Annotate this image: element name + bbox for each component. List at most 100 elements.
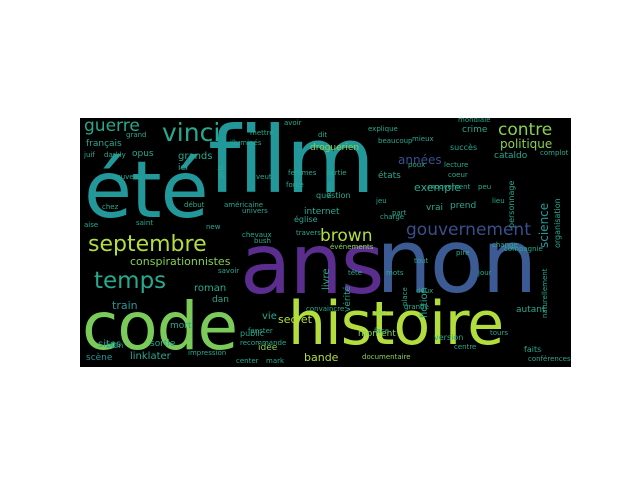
word-mouvement: mouvement: [428, 183, 471, 191]
word-naturellement: naturellement: [541, 268, 549, 318]
word-science: science: [537, 202, 551, 248]
word-force: force: [286, 181, 304, 189]
word-deux: deux: [416, 287, 434, 295]
word-dan: dan: [212, 295, 229, 305]
word-scene: scène: [86, 353, 113, 363]
word-peu: peu: [478, 183, 492, 191]
word-debut: début: [184, 201, 205, 209]
word-idee: idée: [258, 343, 278, 353]
word-tete: tête: [348, 269, 363, 277]
word-droguerien: droguerien: [310, 143, 360, 153]
word-coeur: coeur: [448, 171, 468, 179]
word-film: film: [208, 118, 375, 214]
word-eglise: église: [294, 215, 318, 224]
word-face: face: [374, 327, 389, 335]
word-aise: aise: [84, 221, 99, 229]
word-verite: vérité: [343, 285, 353, 312]
word-secret: secret: [278, 313, 312, 326]
word-non: non: [376, 210, 537, 313]
word-documentaire: documentaire: [362, 353, 411, 361]
word-question: question: [316, 191, 351, 200]
word-impression: impression: [188, 349, 227, 357]
word-ete: été: [84, 146, 209, 236]
word-jour: jour: [478, 269, 492, 277]
word-nouveau: nouveau: [112, 173, 143, 181]
word-centre: centre: [454, 343, 477, 351]
word-opus: opus: [132, 149, 154, 159]
word-annees: années: [398, 153, 442, 167]
word-change: change: [492, 241, 518, 249]
word-compagnie: compagnie: [504, 245, 543, 253]
word-prend: prend: [450, 201, 477, 211]
word-chevaux: chevaux: [242, 231, 272, 239]
word-vrai: vrai: [426, 203, 444, 213]
word-ici: ici: [178, 163, 188, 173]
word-lieu: lieu: [492, 197, 505, 205]
word-internet: internet: [304, 207, 340, 217]
word-pire: pire: [456, 249, 470, 257]
word-explique: explique: [368, 125, 398, 133]
word-poux: poux: [408, 161, 426, 169]
word-francais: français: [86, 139, 122, 149]
word-sites: sites: [98, 339, 122, 350]
word-septembre: septembre: [88, 232, 207, 257]
word-conferences: conférences: [528, 355, 571, 363]
word-train: train: [112, 299, 138, 312]
word-dit: dit: [318, 131, 328, 139]
word-mondiale: mondiale: [458, 118, 491, 124]
word-conspirationnistes: conspirationnistes: [130, 255, 231, 268]
word-part: part: [392, 209, 407, 217]
word-tout: tout: [414, 257, 429, 265]
word-new: new: [206, 223, 221, 231]
word-roman: roman: [194, 283, 227, 294]
word-exemple: exemple: [414, 181, 462, 194]
word-mettre: mettre: [250, 129, 274, 137]
word-politique: politique: [500, 137, 553, 151]
word-sortie: sortie: [150, 339, 176, 349]
word-brown: brown: [320, 226, 373, 246]
word-public: public: [240, 329, 265, 338]
word-ans: ans: [240, 215, 384, 313]
word-darkly: darkly: [104, 151, 126, 159]
word-mieux: mieux: [412, 135, 434, 143]
word-mots: mots: [386, 269, 404, 277]
word-saint: saint: [136, 219, 154, 227]
word-personnage: personnage: [507, 180, 516, 228]
word-guerre: guerre: [84, 118, 140, 136]
word-succes: succès: [450, 143, 478, 152]
word-sous: sous: [325, 181, 333, 198]
word-code: code: [82, 288, 238, 365]
word-livre: livre: [321, 268, 332, 290]
word-bien: bien: [106, 341, 124, 350]
word-grande: grande: [404, 303, 429, 311]
word-pris: pris: [217, 165, 225, 178]
word-autant: autant: [516, 305, 546, 315]
word-jeu: jeu: [376, 197, 387, 205]
word-mort: mort: [170, 321, 192, 331]
word-grand: grand: [126, 131, 147, 139]
word-grands: grands: [178, 151, 213, 162]
word-convaincre: convaincre: [306, 305, 345, 313]
word-place: place: [401, 287, 409, 306]
word-sion: sion: [372, 309, 387, 317]
word-evenements: événements: [330, 243, 374, 251]
word-beaucoup: beaucoup: [378, 137, 413, 145]
word-version: version: [434, 333, 464, 342]
word-histoire: histoire: [288, 289, 504, 359]
word-center: center: [236, 357, 259, 365]
word-partie: partie: [326, 169, 347, 177]
word-femmes: femmes: [288, 169, 317, 177]
word-moment: moment: [358, 329, 396, 339]
word-univers: univers: [242, 207, 268, 215]
word-juif: juif: [84, 151, 95, 159]
word-lecture: lecture: [444, 161, 469, 169]
word-cloud: film été ans non code histoire septembre…: [80, 118, 571, 367]
word-faits: faits: [524, 345, 542, 354]
word-bande: bande: [304, 351, 339, 364]
word-vie: vie: [262, 311, 277, 322]
word-vinci: vinci: [162, 118, 221, 147]
word-americaine: américaine: [224, 201, 264, 209]
word-charge: charge: [380, 213, 405, 221]
word-avoir: avoir: [284, 119, 302, 127]
word-veut: veut: [256, 173, 272, 181]
